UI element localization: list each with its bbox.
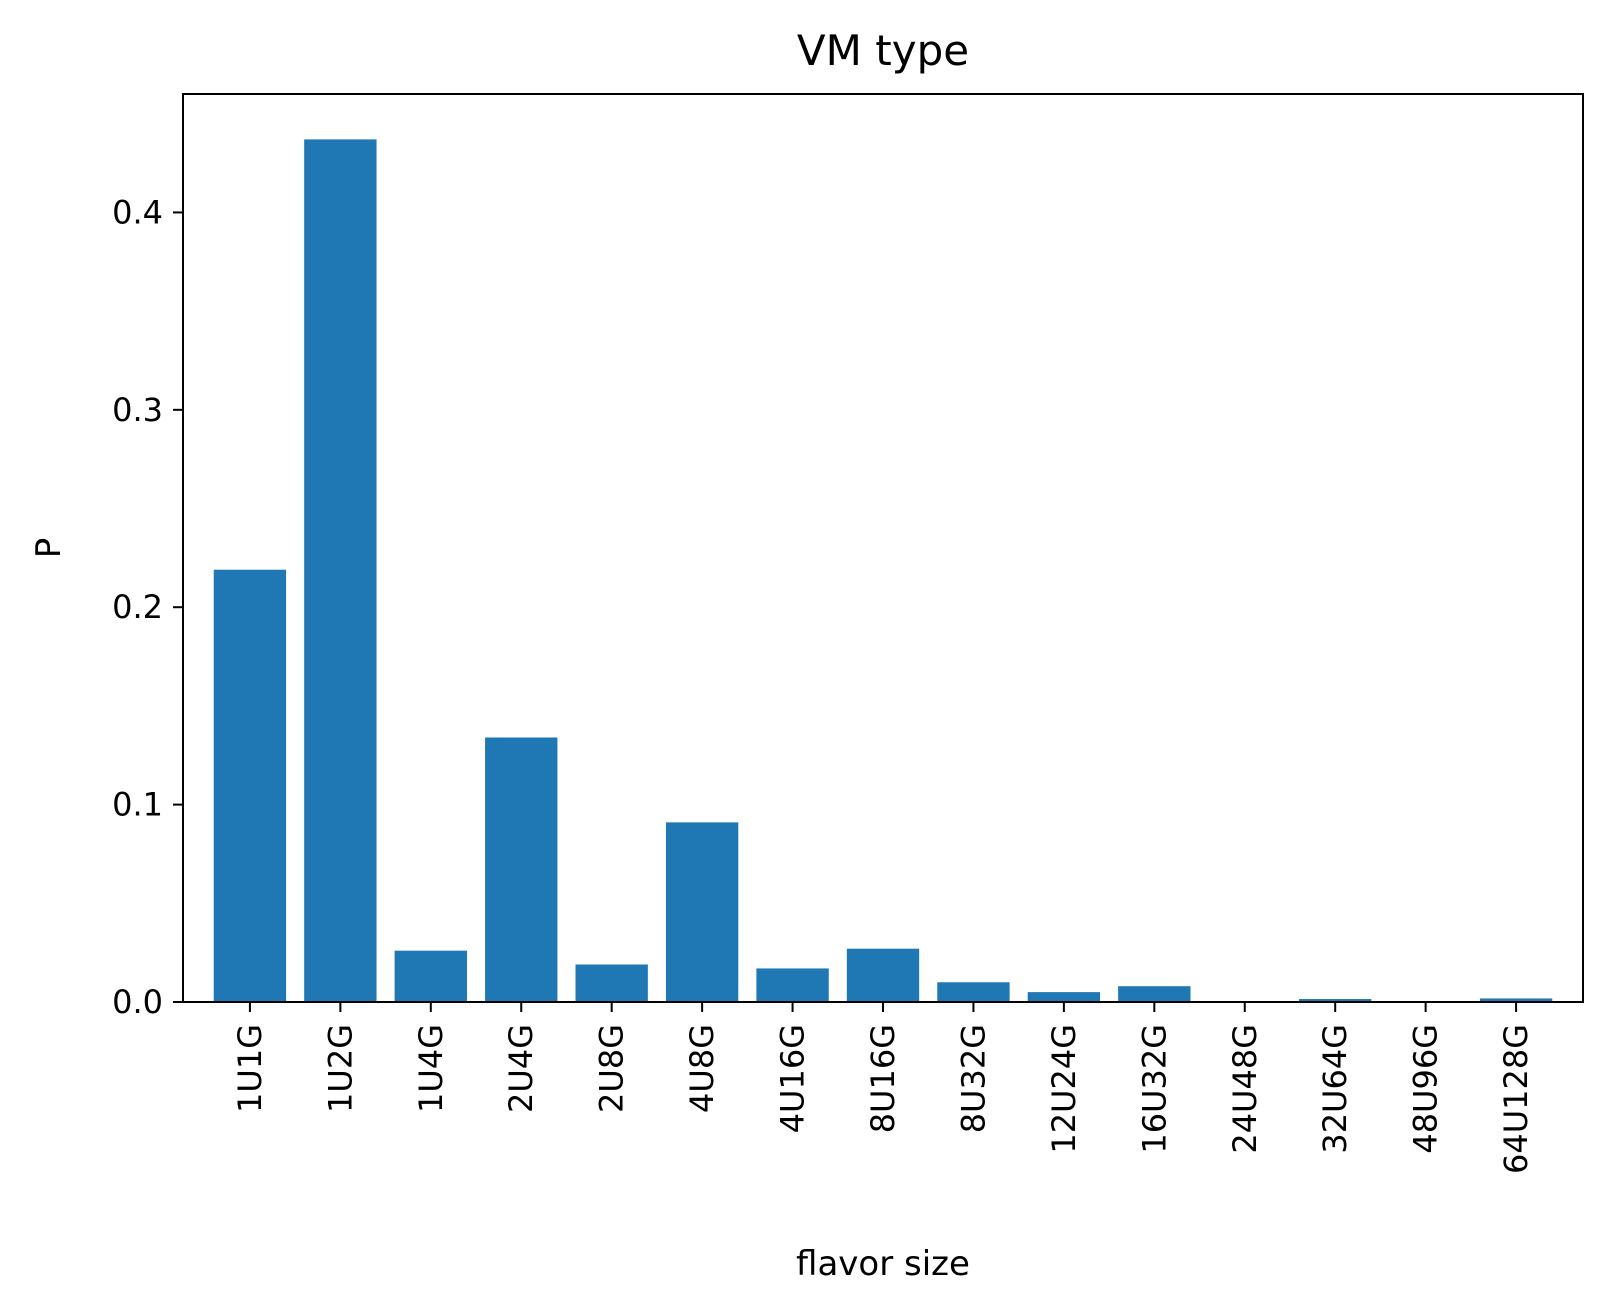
- x-tick-label: 64U128G: [1497, 1024, 1535, 1174]
- x-tick-label: 12U24G: [1045, 1024, 1083, 1154]
- bar-1u2g: [304, 139, 377, 1002]
- bar-1u4g: [394, 950, 467, 1002]
- bar-2u4g: [485, 737, 558, 1002]
- x-tick-label: 16U32G: [1135, 1024, 1173, 1154]
- x-axis-label: flavor size: [796, 1244, 970, 1284]
- bar-4u8g: [665, 822, 739, 1002]
- chart-title: VM type: [797, 26, 969, 75]
- x-tick-label: 24U48G: [1226, 1024, 1264, 1154]
- bar-16u32g: [1118, 986, 1191, 1002]
- plot-area-frame: [182, 93, 1584, 1003]
- ticks-layer: 1U1G 1U2G 1U4G 2U4G 2U8G 4U8G 4U16G 8U16G 8U32G 1…: [112, 193, 1535, 1174]
- bar-8u16g: [846, 948, 920, 1002]
- y-tick-label: 0.1: [112, 786, 163, 824]
- x-tick-label: 4U16G: [774, 1024, 812, 1133]
- bar-4u16g: [756, 968, 829, 1002]
- bar-8u32g: [937, 982, 1010, 1002]
- x-tick-label: 1U4G: [412, 1024, 450, 1113]
- x-tick-label: 2U4G: [502, 1024, 540, 1113]
- x-tick-label: 1U1G: [231, 1024, 269, 1113]
- x-tick-label: 8U32G: [954, 1024, 992, 1133]
- x-tick-label: 4U8G: [683, 1024, 721, 1113]
- y-tick-label: 0.3: [112, 391, 163, 429]
- y-axis-label: P: [29, 538, 69, 559]
- bars-layer: [213, 139, 1553, 1002]
- y-tick-label: 0.0: [112, 983, 163, 1021]
- y-tick-label: 0.4: [112, 193, 163, 231]
- bar-12u24g: [1027, 992, 1101, 1002]
- bar-32u64g: [1299, 999, 1372, 1002]
- bar-1u1g: [213, 569, 287, 1002]
- x-tick-label: 2U8G: [593, 1024, 631, 1113]
- bar-2u8g: [575, 964, 648, 1002]
- x-tick-label: 8U16G: [864, 1024, 902, 1133]
- x-tick-label: 32U64G: [1316, 1024, 1354, 1154]
- bar-64u128g: [1479, 998, 1553, 1002]
- x-tick-label: 48U96G: [1407, 1024, 1445, 1154]
- y-tick-label: 0.2: [112, 588, 163, 626]
- x-tick-label: 1U2G: [321, 1024, 359, 1113]
